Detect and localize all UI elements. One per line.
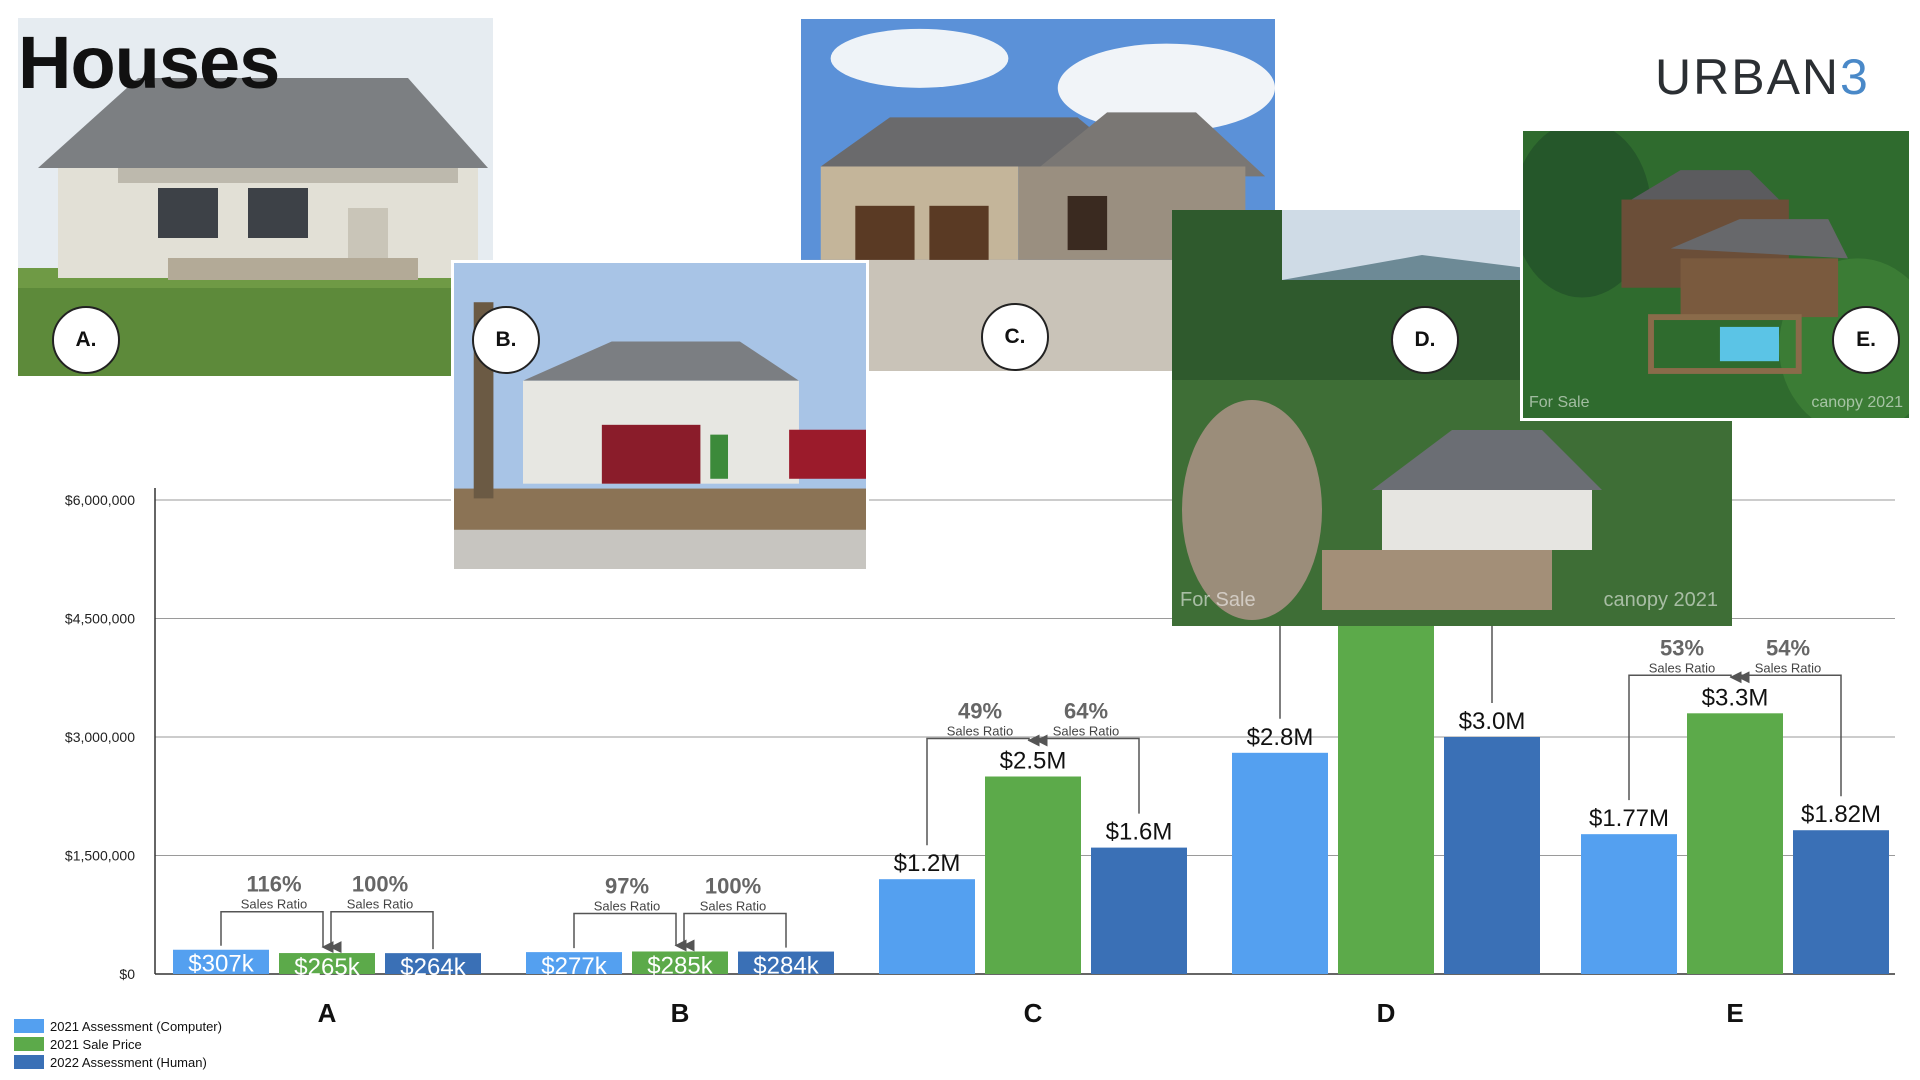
brand-logo: URBAN3: [1655, 48, 1870, 106]
bar-value-label: $285k: [647, 952, 713, 979]
bar-value-label: $277k: [541, 953, 607, 980]
bar-b-series-3: [738, 951, 834, 974]
bar-e-series-3: [1793, 830, 1889, 974]
x-tick-label: D: [1377, 998, 1396, 1028]
legend-label: 2022 Assessment (Human): [50, 1054, 207, 1070]
ratio-bracket-right: [682, 912, 787, 952]
ratio-bracket-right: [1035, 734, 1140, 814]
house-photo-a: [18, 18, 493, 376]
bar-value-label: $284k: [753, 953, 819, 980]
bar-a-series-2: [279, 953, 375, 974]
ratio-bracket-left: [220, 910, 334, 954]
bar-value-label: $1.2M: [894, 850, 961, 877]
bar-b-series-1: [526, 952, 622, 974]
y-tick-label: $1,500,000: [65, 848, 135, 864]
bar-d-series-1: [1232, 752, 1328, 974]
legend-label: 2021 Assessment (Computer): [50, 1018, 222, 1034]
bar-value-label: $265k: [294, 954, 360, 981]
sales-ratio-value: 54%: [1766, 635, 1810, 660]
bar-c-series-3: [1091, 847, 1187, 974]
bar-value-label: $1.6M: [1106, 819, 1173, 846]
brand-logo-main: URBAN: [1655, 49, 1841, 105]
x-tick-label: B: [671, 998, 690, 1028]
y-tick-label: $4,500,000: [65, 611, 135, 627]
ratio-bracket-left: [573, 912, 687, 952]
photo-d-overlay-left: For Sale: [1180, 589, 1256, 611]
sales-ratio-label: Sales Ratio: [241, 897, 307, 912]
sales-ratio-value: 53%: [1660, 635, 1704, 660]
sales-ratio-label: Sales Ratio: [947, 724, 1013, 739]
x-tick-label: A: [318, 998, 337, 1028]
bar-b-series-2: [632, 951, 728, 974]
bar-e-series-2: [1687, 713, 1783, 974]
bar-value-label: $264k: [400, 954, 466, 981]
bar-a-series-1: [173, 949, 269, 974]
y-tick-label: $0: [119, 966, 135, 982]
photo-d-overlay-right: canopy 2021: [1603, 589, 1718, 611]
chart-legend: 2021 Assessment (Computer) 2021 Sale Pri…: [14, 1017, 222, 1071]
x-tick-label: C: [1024, 998, 1043, 1028]
legend-swatch: [14, 1037, 44, 1051]
photo-e-overlay-left: For Sale: [1529, 394, 1590, 411]
house-photo-b: [451, 260, 869, 572]
house-photo-e: For Sale canopy 2021: [1520, 128, 1912, 421]
bar-c-series-2: [985, 776, 1081, 974]
x-tick-label: E: [1726, 998, 1743, 1028]
legend-swatch: [14, 1055, 44, 1069]
y-tick-label: $3,000,000: [65, 729, 135, 745]
photo-e-overlay-right: canopy 2021: [1811, 394, 1903, 411]
ratio-bracket-right: [329, 910, 434, 954]
sales-ratio-label: Sales Ratio: [700, 898, 766, 913]
bar-value-label: $2.5M: [1000, 748, 1067, 775]
legend-label: 2021 Sale Price: [50, 1036, 142, 1052]
sales-ratio-label: Sales Ratio: [1755, 660, 1821, 675]
sales-ratio-label: Sales Ratio: [1649, 660, 1715, 675]
bar-value-label: $307k: [188, 951, 254, 978]
ratio-bracket-left: [926, 734, 1040, 846]
sales-ratio-label: Sales Ratio: [1053, 724, 1119, 739]
sales-ratio-label: Sales Ratio: [347, 897, 413, 912]
bar-value-label: $3.3M: [1702, 684, 1769, 711]
bar-value-label: $1.77M: [1589, 805, 1669, 832]
bar-c-series-1: [879, 879, 975, 974]
legend-item-assessment-2021: 2021 Assessment (Computer): [14, 1017, 222, 1035]
legend-swatch: [14, 1019, 44, 1033]
sales-ratio-label: Sales Ratio: [594, 898, 660, 913]
photo-label-e: E.: [1832, 306, 1900, 374]
page-title: Houses: [18, 21, 280, 104]
bar-a-series-3: [385, 953, 481, 974]
photo-label-c: C.: [981, 303, 1049, 371]
sales-ratio-value: 100%: [705, 873, 761, 898]
bar-value-label: $2.8M: [1247, 724, 1314, 751]
photo-label-d: D.: [1391, 306, 1459, 374]
brand-logo-accent: 3: [1840, 49, 1870, 105]
y-tick-label: $6,000,000: [65, 492, 135, 508]
legend-item-sale-2021: 2021 Sale Price: [14, 1035, 222, 1053]
sales-ratio-value: 64%: [1064, 699, 1108, 724]
legend-item-assessment-2022: 2022 Assessment (Human): [14, 1053, 222, 1071]
photo-label-b: B.: [472, 306, 540, 374]
bar-value-label: $3.0M: [1459, 708, 1526, 735]
sales-ratio-value: 97%: [605, 873, 649, 898]
sales-ratio-value: 100%: [352, 872, 408, 897]
sales-ratio-value: 116%: [246, 872, 301, 897]
bar-d-series-3: [1444, 737, 1540, 974]
ratio-bracket-left: [1628, 671, 1742, 801]
bar-e-series-1: [1581, 834, 1677, 974]
photo-label-a: A.: [52, 306, 120, 374]
ratio-bracket-right: [1737, 671, 1842, 797]
sales-ratio-value: 49%: [958, 699, 1002, 724]
bar-value-label: $1.82M: [1801, 801, 1881, 828]
